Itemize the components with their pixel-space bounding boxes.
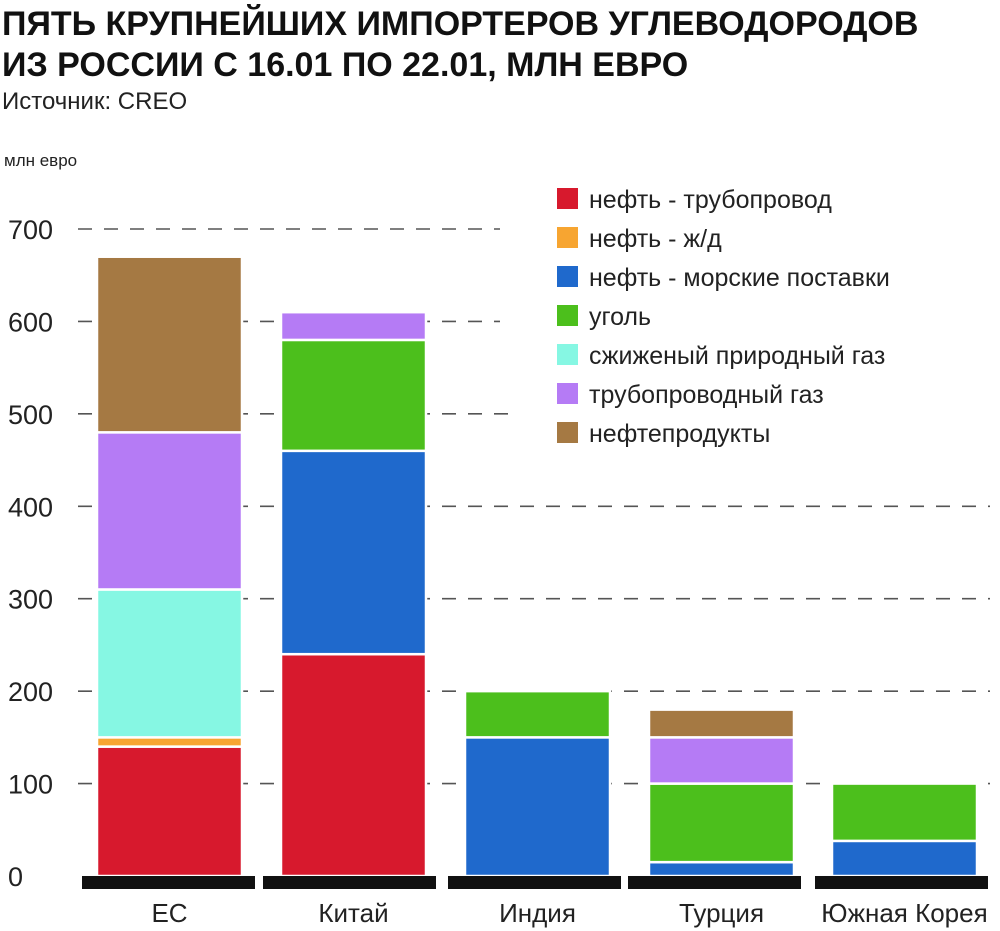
legend-swatch (557, 422, 578, 443)
y-tick-label: 300 (8, 585, 53, 615)
legend-label: сжиженый природный газ (589, 342, 885, 370)
y-tick-label: 400 (8, 492, 53, 522)
y-axis-label: млн евро (4, 151, 77, 170)
y-tick-label: 0 (8, 862, 23, 892)
y-tick-label: 600 (8, 307, 53, 337)
bar-segment (279, 449, 428, 656)
legend-label: нефтепродукты (589, 420, 770, 448)
category-base-bar (263, 876, 436, 889)
category-base-bar (82, 876, 255, 889)
legend-swatch (557, 383, 578, 404)
category-base-bars (82, 876, 988, 889)
legend-label: нефть - морские поставки (589, 264, 890, 292)
y-tick-label: 500 (8, 400, 53, 430)
bar-segment (647, 736, 796, 785)
x-category-label: ЕС (151, 898, 187, 928)
legend: нефть - трубопровод нефть - ж/д нефть - мо… (540, 172, 980, 462)
y-tick-label: 200 (8, 677, 53, 707)
legend-swatch (557, 344, 578, 365)
legend-swatch (557, 305, 578, 326)
y-axis-ticks: 0 100 200 300 400 500 600 700 (8, 215, 53, 892)
legend-swatch (557, 188, 578, 209)
bar-segment (647, 782, 796, 864)
bar-segment (95, 745, 244, 878)
bar-segment (830, 839, 979, 878)
category-base-bar (448, 876, 621, 889)
bar-segment (463, 689, 612, 739)
category-base-bar (815, 876, 988, 889)
chart-title-line-2: ИЗ РОССИИ С 16.01 ПО 22.01, МЛН ЕВРО (2, 46, 689, 84)
bar-segment (647, 860, 796, 878)
bar-segment (830, 782, 979, 843)
chart-title: ПЯТЬ КРУПНЕЙШИХ ИМПОРТЕРОВ УГЛЕВОДОРОДОВ… (2, 4, 992, 86)
x-axis-categories: ЕС Китай Индия Турция Южная Корея (151, 898, 987, 928)
bar-segment (95, 588, 244, 739)
legend-swatch (557, 266, 578, 287)
bar-segment (647, 708, 796, 739)
legend-label: уголь (589, 303, 651, 331)
legend-swatch (557, 227, 578, 248)
bars (95, 255, 979, 878)
y-tick-label: 100 (8, 770, 53, 800)
legend-label: трубопроводный газ (589, 381, 824, 409)
bar-segment (279, 338, 428, 453)
bar-segment (95, 431, 244, 591)
bar-segment (279, 310, 428, 342)
legend-label: нефть - ж/д (589, 225, 722, 253)
chart-source: Источник: CREO (2, 88, 188, 115)
x-category-label: Индия (499, 898, 576, 928)
legend-label: нефть - трубопровод (589, 186, 832, 214)
legend-background (540, 172, 980, 462)
chart-title-line-1: ПЯТЬ КРУПНЕЙШИХ ИМПОРТЕРОВ УГЛЕВОДОРОДОВ (2, 5, 919, 43)
bar-segment (95, 736, 244, 748)
category-base-bar (628, 876, 801, 889)
bar-segment (95, 255, 244, 434)
y-tick-label: 700 (8, 215, 53, 245)
x-category-label: Южная Корея (821, 898, 987, 928)
x-category-label: Китай (318, 898, 388, 928)
x-category-label: Турция (679, 898, 764, 928)
bar-segment (279, 652, 428, 878)
bar-segment (463, 736, 612, 878)
